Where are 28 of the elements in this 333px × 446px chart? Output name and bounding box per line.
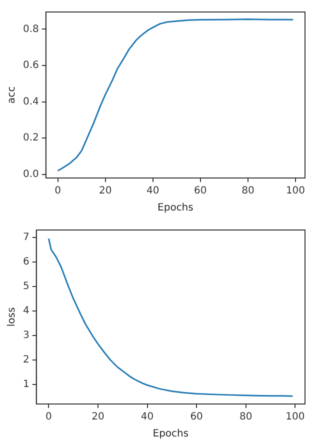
y-tick-label: 0.8 [22, 24, 39, 35]
x-axis-title: Epochs [158, 202, 194, 214]
y-tick-label: 1 [22, 378, 30, 390]
x-tick-label: 40 [146, 186, 160, 197]
x-tick-label: 20 [98, 186, 112, 197]
x-tick-label: 100 [286, 412, 305, 423]
y-axis-title: loss [6, 307, 18, 327]
y-tick-label: 5 [22, 280, 30, 292]
x-tick-label: 100 [286, 186, 306, 197]
x-tick-label: 0 [54, 186, 61, 197]
x-tick-label: 80 [239, 412, 252, 423]
y-tick-label: 7 [22, 232, 30, 243]
y-tick-label: 4 [22, 305, 30, 316]
x-tick-label: 60 [194, 186, 207, 197]
y-tick-label: 0.0 [22, 168, 39, 180]
x-tick-label: 40 [140, 412, 154, 423]
x-tick-label: 0 [46, 412, 52, 423]
y-tick-label: 2 [22, 354, 30, 366]
y-tick-label: 0.4 [22, 96, 39, 108]
x-tick-label: 60 [190, 412, 203, 423]
y-tick-label: 6 [22, 256, 30, 268]
y-tick-label: 3 [22, 330, 30, 341]
y-axis-title: acc [6, 86, 18, 104]
x-axis-title: Epochs [152, 428, 189, 440]
y-tick-label: 0.2 [22, 132, 39, 144]
x-tick-label: 20 [92, 412, 104, 423]
x-tick-label: 80 [242, 186, 254, 197]
y-tick-label: 0.6 [22, 60, 39, 72]
